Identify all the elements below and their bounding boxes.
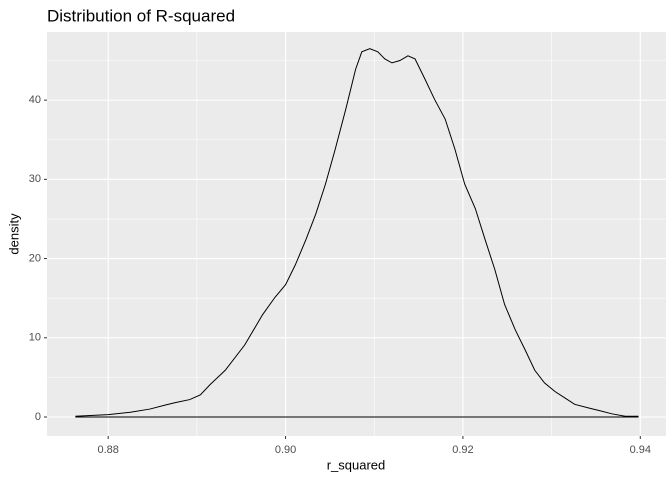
y-axis-title: density — [6, 213, 21, 255]
y-tick-label: 20 — [29, 252, 41, 264]
chart-title: Distribution of R-squared — [47, 6, 235, 25]
y-tick-label: 30 — [29, 173, 41, 185]
x-axis-title: r_squared — [327, 457, 386, 472]
x-tick-label: 0.88 — [97, 444, 118, 456]
y-tick-label: 0 — [35, 411, 41, 423]
x-tick-label: 0.92 — [452, 444, 473, 456]
y-tick-label: 40 — [29, 94, 41, 106]
marks — [75, 48, 639, 418]
y-tick-label: 10 — [29, 332, 41, 344]
panel — [47, 32, 666, 436]
x-tick-label: 0.94 — [630, 444, 651, 456]
x-tick-label: 0.90 — [275, 444, 296, 456]
density-curve — [75, 48, 639, 417]
